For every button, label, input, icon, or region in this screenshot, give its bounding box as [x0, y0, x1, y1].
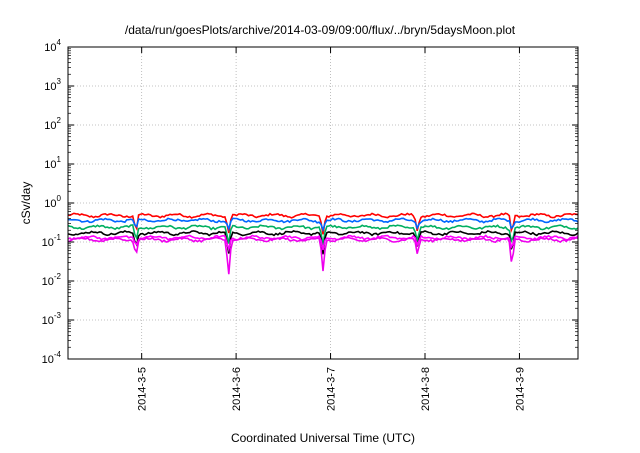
chart-title: /data/run/goesPlots/archive/2014-03-09/0… — [125, 23, 516, 37]
series-line — [67, 224, 579, 245]
y-tick-label: 100 — [44, 194, 61, 210]
series-line — [67, 234, 579, 253]
x-axis: 2014-3-5 2014-3-6 2014-3-7 2014-3-8 2014-3-9 — [137, 47, 526, 411]
x-tick-label: 2014-3-7 — [326, 367, 338, 411]
series-line — [67, 229, 579, 255]
x-axis-label: Coordinated Universal Time (UTC) — [231, 431, 415, 445]
x-tick-label: 2014-3-8 — [420, 367, 432, 411]
y-tick-label: 101 — [44, 155, 61, 171]
x-tick-label: 2014-3-6 — [231, 367, 243, 411]
series-line — [67, 212, 579, 235]
series-line — [67, 236, 579, 275]
y-tick-label: 10-2 — [42, 272, 62, 288]
y-tick-label: 102 — [44, 116, 61, 132]
y-tick-label: 10-3 — [42, 311, 62, 327]
series-line — [68, 217, 579, 233]
x-tick-label: 2014-3-9 — [514, 367, 526, 411]
x-tick-label: 2014-3-5 — [137, 367, 149, 411]
y-tick-label: 10-4 — [42, 350, 62, 366]
y-axis-label: cSv/day — [19, 182, 33, 225]
y-tick-label: 10-1 — [42, 233, 62, 249]
series-group — [67, 212, 579, 275]
y-tick-label: 103 — [44, 77, 61, 93]
y-axis: 10-4 10-3 10-2 10-1 100 101 102 103 104 — [42, 38, 578, 366]
y-tick-label: 104 — [44, 38, 61, 54]
grid — [68, 47, 578, 359]
